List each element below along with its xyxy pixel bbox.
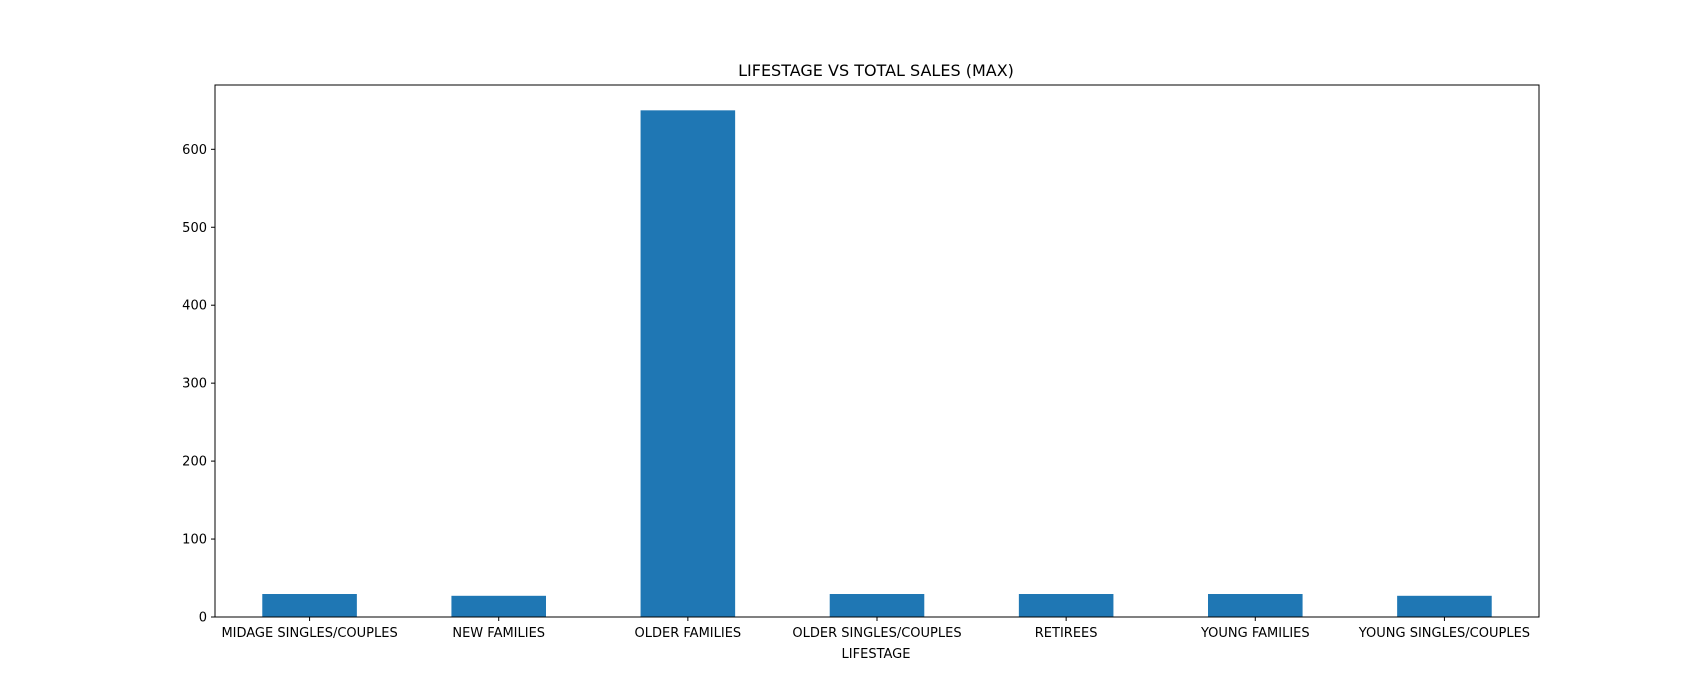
bar — [262, 594, 357, 617]
x-tick-label: OLDER SINGLES/COUPLES — [792, 626, 961, 641]
bar — [829, 594, 925, 617]
y-tick-label: 600 — [182, 143, 207, 158]
y-tick-label: 500 — [182, 221, 207, 236]
x-axis-label: LIFESTAGE — [842, 647, 911, 662]
y-tick-label: 300 — [182, 377, 207, 392]
bar — [1018, 594, 1114, 617]
x-tick-label: YOUNG SINGLES/COUPLES — [1358, 626, 1530, 641]
y-axis: 0 100 200 300 400 500 600 — [182, 143, 215, 626]
bar — [451, 595, 546, 617]
x-tick-label: NEW FAMILIES — [452, 626, 545, 641]
y-tick-label: 200 — [182, 455, 207, 470]
plot-frame — [214, 84, 1540, 618]
bar — [1397, 595, 1492, 617]
x-tick-label: OLDER FAMILIES — [635, 626, 742, 641]
x-tick-label: RETIREES — [1035, 626, 1098, 641]
bars-group — [262, 110, 1492, 617]
y-tick-label: 100 — [182, 533, 207, 548]
chart-title: LIFESTAGE VS TOTAL SALES (MAX) — [738, 61, 1014, 80]
bar — [640, 110, 736, 617]
y-tick-label: 400 — [182, 299, 207, 314]
y-tick-label: 0 — [199, 611, 207, 626]
x-axis: MIDAGE SINGLES/COUPLES NEW FAMILIES OLDER … — [221, 617, 1530, 641]
bar — [1208, 594, 1303, 617]
x-tick-label: YOUNG FAMILIES — [1200, 626, 1310, 641]
x-tick-label: MIDAGE SINGLES/COUPLES — [221, 626, 397, 641]
